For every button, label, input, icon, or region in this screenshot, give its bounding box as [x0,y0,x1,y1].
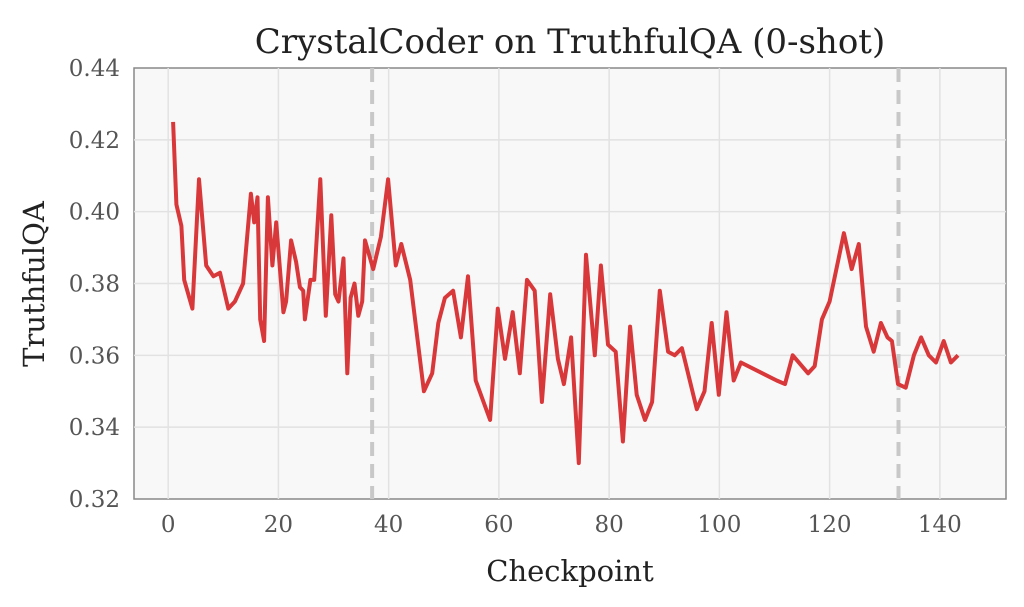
x-tick-label: 60 [484,512,513,538]
series [171,121,960,466]
x-axis-label: Checkpoint [486,554,654,588]
y-tick-label: 0.36 [69,343,120,369]
y-axis-ticks: 0.32 0.34 0.36 0.38 0.40 0.42 0.44 [69,56,120,513]
y-tick-label: 0.44 [69,56,120,82]
y-tick-label: 0.40 [69,200,120,226]
y-tick-label: 0.32 [69,487,120,513]
series-line-truthfulqa [171,121,960,466]
y-tick-label: 0.38 [69,272,120,298]
x-tick-label: 0 [161,512,176,538]
chart-title: CrystalCoder on TruthfulQA (0-shot) [255,22,885,62]
x-tick-label: 80 [594,512,623,538]
y-axis-label: TruthfulQA [17,200,51,367]
vertical-markers [370,68,901,499]
x-tick-label: 100 [697,512,741,538]
y-tick-label: 0.34 [69,415,120,441]
x-axis-ticks: 0 20 40 60 80 100 120 140 [161,512,962,538]
y-tick-label: 0.42 [69,128,120,154]
x-tick-label: 40 [374,512,403,538]
x-tick-label: 140 [918,512,962,538]
x-tick-label: 120 [808,512,852,538]
x-tick-label: 20 [264,512,293,538]
